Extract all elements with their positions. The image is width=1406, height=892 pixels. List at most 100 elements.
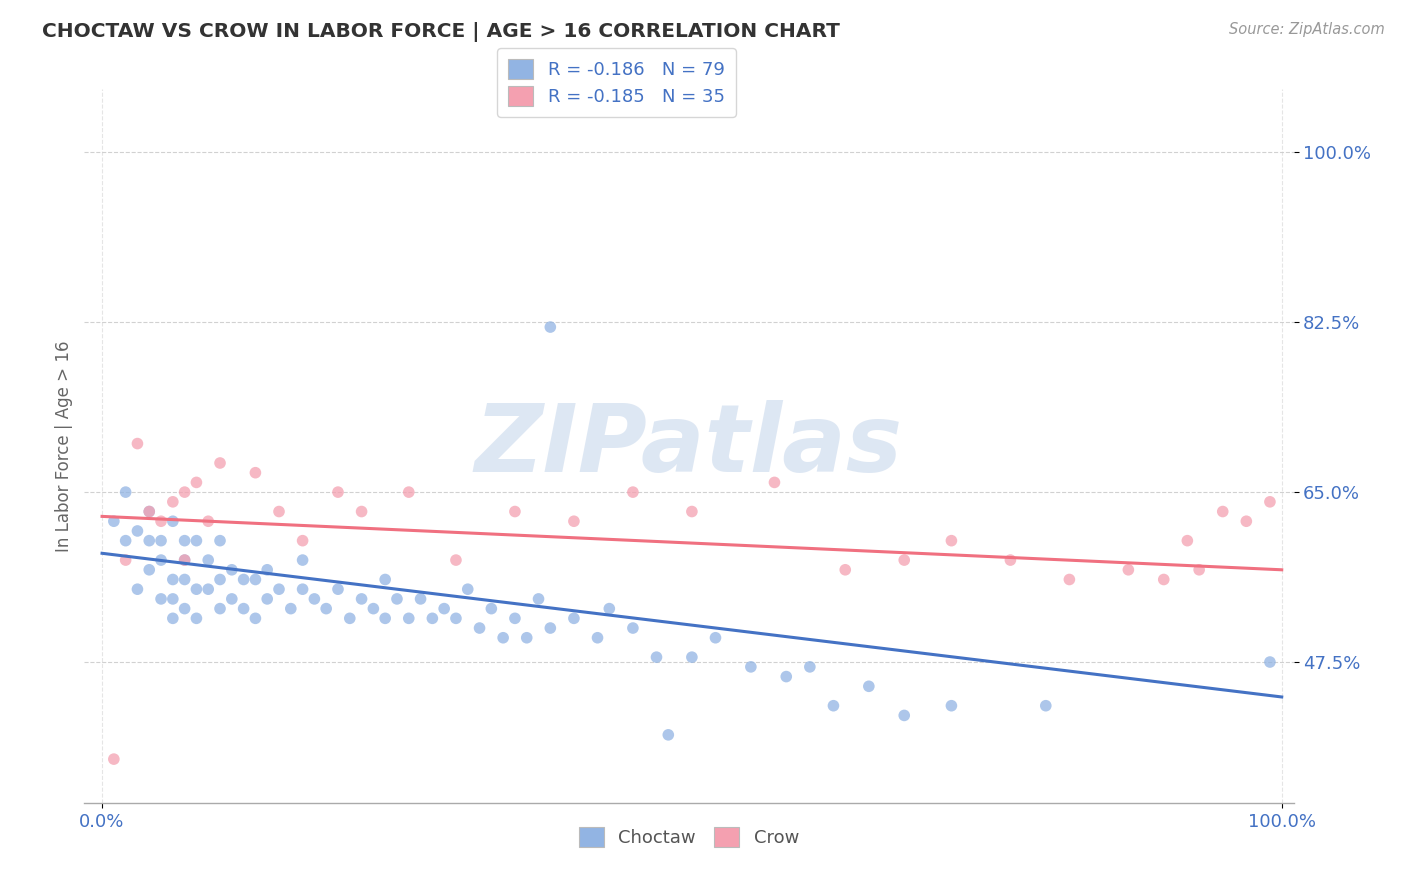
Point [245,611,267,625]
Point [398,611,420,625]
Point [138,563,160,577]
Point [1234,514,1257,528]
Point [1258,495,1281,509]
Point [173,601,195,615]
Point [291,582,314,597]
Point [103,752,125,766]
Point [138,504,160,518]
Point [799,660,821,674]
Point [1258,655,1281,669]
Point [586,631,609,645]
Point [304,591,326,606]
Point [479,601,502,615]
Point [197,553,219,567]
Point [138,504,160,518]
Point [256,591,278,606]
Point [326,582,349,597]
Point [138,533,160,548]
Point [208,456,231,470]
Point [1059,573,1081,587]
Point [941,698,963,713]
Point [173,553,195,567]
Point [150,591,173,606]
Point [326,485,349,500]
Point [221,591,243,606]
Point [197,582,219,597]
Point [103,514,125,528]
Point [173,573,195,587]
Point [173,533,195,548]
Point [162,495,184,509]
Point [893,553,915,567]
Text: CHOCTAW VS CROW IN LABOR FORCE | AGE > 16 CORRELATION CHART: CHOCTAW VS CROW IN LABOR FORCE | AGE > 1… [42,22,839,42]
Point [704,631,727,645]
Y-axis label: In Labor Force | Age > 16: In Labor Force | Age > 16 [55,340,73,552]
Point [538,621,561,635]
Point [232,601,254,615]
Point [374,573,396,587]
Text: Source: ZipAtlas.com: Source: ZipAtlas.com [1229,22,1385,37]
Point [1212,504,1234,518]
Point [516,631,538,645]
Point [433,601,456,615]
Point [468,621,491,635]
Point [162,573,184,587]
Point [374,611,396,625]
Point [598,601,620,615]
Point [208,601,231,615]
Point [621,485,644,500]
Point [186,475,208,490]
Point [422,611,444,625]
Point [385,591,408,606]
Point [621,621,644,635]
Point [763,475,786,490]
Point [114,485,136,500]
Point [527,591,550,606]
Point [681,504,703,518]
Point [444,553,467,567]
Point [457,582,479,597]
Point [245,466,267,480]
Point [245,573,267,587]
Point [221,563,243,577]
Point [409,591,432,606]
Point [350,591,373,606]
Point [538,320,561,334]
Point [291,533,314,548]
Point [1188,563,1211,577]
Point [444,611,467,625]
Point [208,533,231,548]
Point [173,553,195,567]
Point [315,601,337,615]
Point [256,563,278,577]
Point [893,708,915,723]
Point [339,611,361,625]
Point [1153,573,1175,587]
Point [208,573,231,587]
Point [162,514,184,528]
Point [114,553,136,567]
Point [291,553,314,567]
Point [681,650,703,665]
Point [162,611,184,625]
Point [267,504,290,518]
Point [834,563,856,577]
Point [173,485,195,500]
Point [1175,533,1198,548]
Point [858,679,880,693]
Point [823,698,845,713]
Point [941,533,963,548]
Point [775,670,797,684]
Point [492,631,515,645]
Point [350,504,373,518]
Point [1118,563,1140,577]
Point [150,553,173,567]
Point [503,611,526,625]
Point [232,573,254,587]
Point [150,514,173,528]
Point [127,436,149,450]
Point [363,601,385,615]
Point [503,504,526,518]
Point [197,514,219,528]
Point [562,611,585,625]
